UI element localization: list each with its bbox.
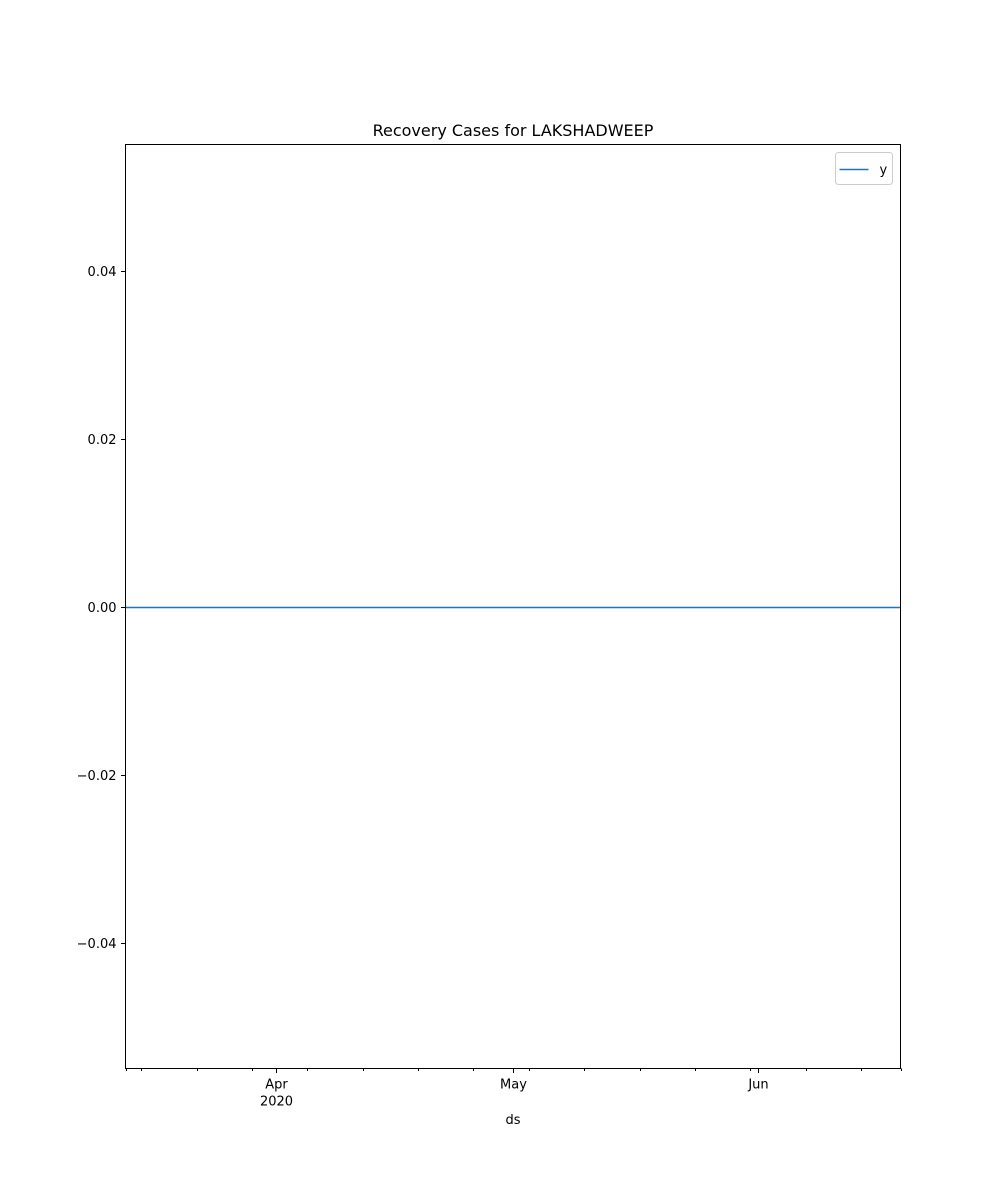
chart-title: Recovery Cases for LAKSHADWEEP: [373, 121, 654, 140]
legend: y: [835, 152, 893, 185]
x-axis-label: ds: [505, 1113, 520, 1128]
y-tick-label: 0.00: [88, 601, 117, 616]
x-tick-sublabel: 2020: [260, 1095, 293, 1110]
y-tick-label: −0.02: [77, 769, 117, 784]
legend-label: y: [880, 163, 888, 178]
x-tick-label: Jun: [747, 1078, 768, 1093]
x-tick-label: Apr: [265, 1078, 288, 1093]
legend-box: [835, 152, 893, 185]
y-tick-label: 0.02: [88, 433, 117, 448]
y-tick-label: 0.04: [88, 265, 117, 280]
y-axis: 0.04 0.02 0.00 −0.02 −0.04: [77, 265, 126, 952]
x-tick-label: May: [500, 1078, 527, 1093]
plot-frame: [125, 144, 901, 1069]
y-tick-label: −0.04: [77, 937, 117, 952]
x-axis: Apr 2020 May Jun: [126, 1068, 902, 1110]
